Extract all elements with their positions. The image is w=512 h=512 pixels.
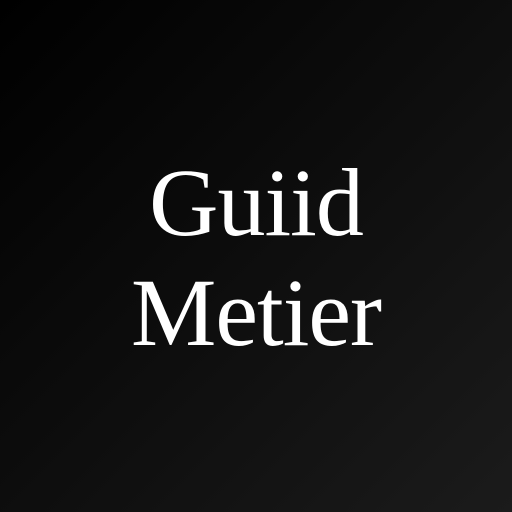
wordmark-line-1: Guiid bbox=[149, 149, 364, 256]
wordmark-line-2: Metier bbox=[131, 259, 382, 366]
brand-wordmark: Guiid Metier bbox=[131, 149, 382, 366]
